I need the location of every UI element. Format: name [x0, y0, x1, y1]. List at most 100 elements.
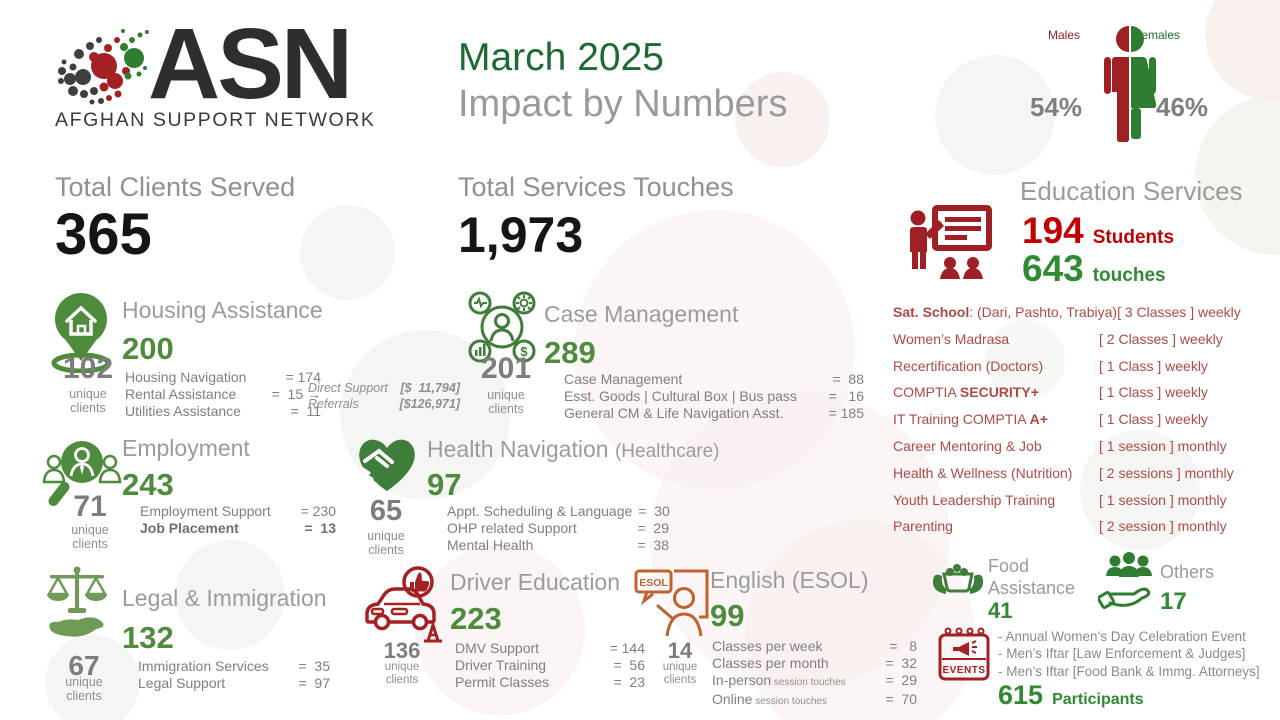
total-touches-label: Total Services Touches [458, 172, 734, 202]
health-unique-value: 65 [369, 495, 403, 527]
housing-pin-icon [51, 293, 111, 373]
total-touches-value: 1,973 [458, 207, 584, 263]
participants-value: 615 [998, 680, 1044, 710]
esol-unique-value: 14 [667, 638, 693, 663]
svg-text:$: $ [520, 344, 528, 359]
teacher-board-icon [910, 205, 992, 279]
detail-row: Permit Classes = 23 [455, 674, 645, 690]
education-program-row: COMPTIA SECURITY+[ 1 Class ] weekly [893, 384, 1208, 401]
legal-unique-value: 67 [68, 650, 100, 681]
detail-row: Esst. Goods | Cultural Box | Bus pass = 1… [564, 388, 864, 404]
males-label: Males [1048, 28, 1081, 42]
detail-row: Classes per month = 32 [712, 655, 917, 671]
driver-title: Driver Education [450, 569, 621, 595]
others-value: 17 [1160, 588, 1187, 615]
unique-label: unique [662, 661, 698, 673]
employment-total: 243 [122, 467, 174, 502]
detail-row: Immigration Services = 35 [138, 658, 330, 674]
driver-total: 223 [450, 601, 502, 636]
edu-touches-label: touches [1092, 265, 1166, 286]
driver-car-icon [365, 566, 442, 643]
detail-row: Legal Support = 97 [138, 675, 330, 691]
detail-row: Online session touches = 70 [712, 691, 917, 707]
case-management-title: Case Management [544, 301, 739, 327]
justice-scales-icon [46, 566, 108, 637]
employment-unique-value: 71 [73, 490, 107, 523]
detail-row: Utilities Assistance = 11 [125, 403, 321, 419]
events-participants: 615 Participants [998, 682, 1144, 709]
food-title-line1: Food [988, 556, 1030, 576]
detail-row: Classes per week = 8 [712, 638, 917, 654]
housing-title: Housing Assistance [122, 297, 323, 323]
employment-title: Employment [122, 435, 250, 461]
total-clients-value: 365 [55, 202, 152, 267]
clients-label: clients [72, 537, 108, 551]
detail-row: Case Management = 88 [564, 371, 864, 387]
housing-details: Housing Navigation = 174 Rental Assistance… [125, 369, 321, 420]
page-title: Impact by Numbers [458, 83, 788, 125]
event-line: - Annual Women’s Day Celebration Event [998, 629, 1246, 644]
detail-row: In-person session touches = 29 [712, 672, 917, 688]
legal-details: Immigration Services = 35 Legal Support = 9… [138, 658, 330, 692]
unique-label: unique [69, 387, 107, 401]
education-students: 194 Students [1022, 212, 1174, 249]
education-program-row: Women’s Madrasa[ 2 Classes ] weekly [893, 330, 1223, 347]
education-title: Education Services [1020, 176, 1243, 206]
health-title-main: Health Navigation [427, 436, 609, 462]
driver-details: DMV Support = 144 Driver Training = 56 Permi… [455, 640, 645, 691]
events-calendar-icon: EVENTS [938, 627, 990, 681]
detail-row: Direct Support [$ 11,794] [308, 381, 460, 395]
food-basket-icon [932, 564, 984, 594]
detail-row: Referrals [$126,971] [308, 397, 460, 411]
esol-bubble-label: ESOL [639, 577, 668, 589]
unique-label: unique [384, 661, 420, 673]
food-title-line2: Assistance [988, 578, 1076, 598]
males-percent: 54% [1030, 92, 1083, 122]
housing-unique-value: 102 [62, 352, 114, 385]
detail-row: Housing Navigation = 174 [125, 369, 321, 385]
females-percent: 46% [1156, 92, 1209, 122]
education-program-row: Health & Wellness (Nutrition)[ 2 session… [893, 464, 1234, 481]
events-icon-label: EVENTS [942, 665, 985, 676]
detail-row: Driver Training = 56 [455, 657, 645, 673]
clients-label: clients [488, 402, 524, 416]
food-value: 41 [988, 598, 1013, 623]
students-label: Students [1092, 227, 1175, 248]
asn-logo-dots [58, 29, 149, 105]
education-program-list: Sat. School: (Dari, Pashto, Trabiya)[ 3 … [893, 299, 1277, 540]
event-line: - Men’s Iftar [Law Enforcement & Judges] [998, 646, 1246, 662]
case-management-unique-value: 201 [480, 352, 532, 385]
detail-row: DMV Support = 144 [455, 640, 645, 656]
females-label: Females [1134, 28, 1181, 42]
participants-label: Participants [1052, 691, 1144, 708]
asn-name: AFGHAN SUPPORT NETWORK [55, 109, 376, 131]
clients-label: clients [368, 543, 404, 557]
report-month: March 2025 [458, 36, 664, 79]
unique-label: unique [487, 388, 525, 402]
asn-acronym: ASN [148, 8, 353, 120]
detail-row: OHP related Support = 29 [447, 520, 669, 536]
unique-label: unique [367, 529, 405, 543]
employment-search-icon [42, 441, 122, 507]
education-program-row: Youth Leadership Training[ 1 session ] m… [893, 491, 1227, 508]
education-program-row: Recertification (Doctors)[ 1 Class ] wee… [893, 357, 1208, 374]
detail-row: Rental Assistance = 15 → [125, 386, 321, 402]
total-clients-label: Total Clients Served [55, 172, 296, 202]
students-value: 194 [1022, 210, 1084, 251]
health-total: 97 [427, 467, 462, 502]
detail-row: Mental Health = 38 [447, 537, 669, 553]
esol-title: English (ESOL) [710, 567, 869, 593]
esol-total: 99 [710, 598, 745, 633]
detail-row: General CM & Life Navigation Asst. = 185 [564, 405, 864, 421]
legal-total: 132 [122, 620, 174, 655]
others-people-hand-icon [1098, 552, 1152, 609]
case-management-icon: $ [468, 291, 536, 363]
health-title: Health Navigation (Healthcare) [427, 436, 720, 463]
clients-label: clients [663, 674, 697, 686]
clients-label: clients [70, 401, 106, 415]
others-title: Others [1160, 562, 1215, 582]
event-line: - Men’s Iftar [Food Bank & Immg. Attorne… [998, 663, 1260, 679]
gender-split-icon [1104, 26, 1157, 142]
driver-unique-value: 136 [383, 638, 421, 663]
